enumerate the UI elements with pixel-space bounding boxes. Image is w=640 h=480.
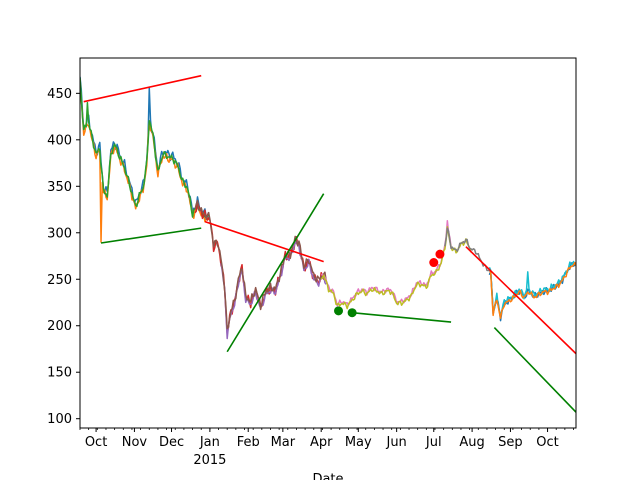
x-tick-label: Nov bbox=[122, 435, 148, 450]
y-tick-label: 150 bbox=[47, 366, 72, 381]
series-layer bbox=[80, 76, 576, 340]
x-tick-label: Feb bbox=[237, 435, 260, 450]
series-line bbox=[489, 261, 576, 319]
x-tick-label: Oct bbox=[536, 435, 558, 450]
x-tick-label: Mar bbox=[271, 435, 296, 450]
marker-point bbox=[334, 306, 344, 316]
marker-point bbox=[429, 258, 439, 268]
y-tick-label: 350 bbox=[47, 180, 72, 195]
trend-line bbox=[352, 311, 452, 323]
trend-line bbox=[204, 220, 324, 263]
x-tick-label: Sep bbox=[498, 435, 523, 450]
trend-line bbox=[493, 327, 576, 413]
marker-layer bbox=[334, 249, 445, 318]
x-tick-label: Dec bbox=[159, 435, 184, 450]
y-tick-label: 450 bbox=[47, 87, 72, 102]
y-tick-label: 100 bbox=[47, 412, 72, 427]
x-tick-label: Oct bbox=[85, 435, 107, 450]
x-tick-label: Jan bbox=[199, 435, 220, 450]
x-year-label: 2015 bbox=[193, 453, 226, 468]
series-line bbox=[80, 77, 209, 219]
y-axis: 100 150 200 250 300 350 400 450 bbox=[47, 87, 80, 427]
trend-line-layer bbox=[83, 74, 576, 413]
marker-point bbox=[435, 249, 445, 259]
marker-point bbox=[347, 308, 357, 318]
x-tick-label: Jul bbox=[425, 435, 442, 450]
trend-line bbox=[465, 246, 576, 355]
y-tick-label: 250 bbox=[47, 273, 72, 288]
y-tick-label: 400 bbox=[47, 133, 72, 148]
x-tick-label: Jun bbox=[385, 435, 406, 450]
trend-line bbox=[226, 193, 325, 353]
x-axis-label: Date bbox=[312, 472, 343, 480]
x-tick-label: Apr bbox=[310, 435, 333, 450]
y-tick-label: 200 bbox=[47, 319, 72, 334]
y-tick-label: 300 bbox=[47, 226, 72, 241]
x-tick-label: May bbox=[345, 435, 372, 450]
trend-line bbox=[100, 227, 202, 244]
x-tick-label: Aug bbox=[459, 435, 484, 450]
plot-frame bbox=[79, 57, 577, 429]
series-line bbox=[194, 199, 327, 330]
x-axis: Oct Nov Dec Jan Feb Mar Apr May Jun Jul Aug Sep Oct 2… bbox=[79, 428, 574, 468]
trend-line bbox=[83, 74, 202, 103]
